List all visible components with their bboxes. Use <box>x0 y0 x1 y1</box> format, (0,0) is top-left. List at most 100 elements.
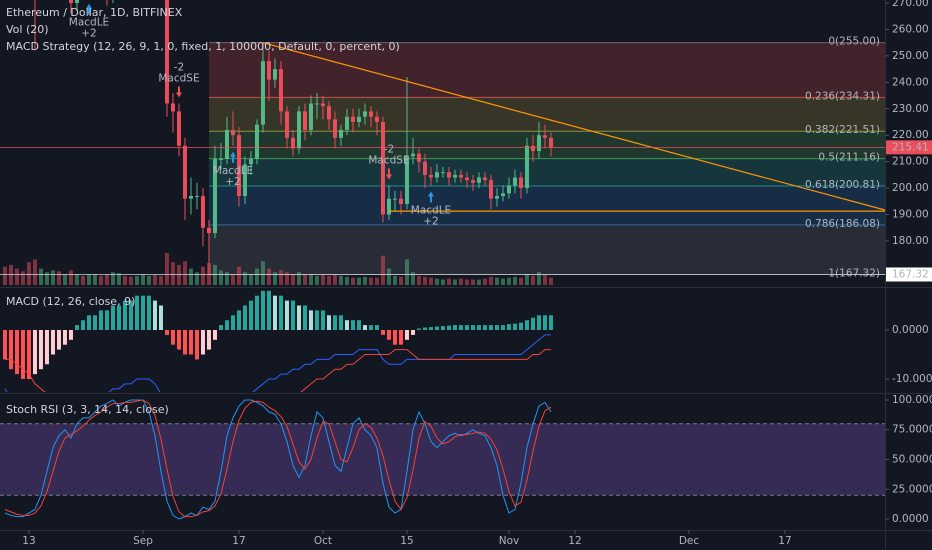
candle-body <box>302 111 307 130</box>
volume-bar <box>158 275 163 285</box>
macd-histogram-bar <box>152 300 157 330</box>
stoch-title: Stoch RSI (3, 3, 14, 14, close) <box>6 403 169 416</box>
macd-histogram-bar <box>218 325 223 330</box>
volume-bar <box>200 266 205 285</box>
macd-histogram-bar <box>248 300 253 330</box>
macd-histogram-bar <box>500 325 505 330</box>
volume-bar <box>392 275 397 285</box>
candle-body <box>386 198 391 215</box>
candle-body <box>530 145 535 152</box>
indicator-label: Vol (20) <box>6 23 49 36</box>
y-tick-label: 0.0000 <box>892 513 929 525</box>
volume-bar <box>338 275 343 285</box>
signal-qty: -2 <box>384 143 394 155</box>
macd-histogram-bar <box>344 320 349 330</box>
volume-bar <box>368 277 373 285</box>
candle-body <box>182 145 187 199</box>
volume-bar <box>80 275 85 285</box>
volume-bar <box>512 276 517 285</box>
candle-body <box>476 177 481 183</box>
macd-histogram-bar <box>92 315 97 330</box>
volume-bar <box>308 274 313 285</box>
volume-bar <box>536 272 541 285</box>
candle-body <box>338 129 343 138</box>
volume-bar <box>188 268 193 285</box>
signal-label: MacdLE <box>213 165 253 177</box>
candle-body <box>212 159 217 234</box>
candle-body <box>548 137 553 148</box>
fib-band <box>208 158 885 186</box>
macd-histogram-bar <box>446 325 451 330</box>
candle-body <box>290 137 295 149</box>
macd-histogram-bar <box>428 327 433 330</box>
volume-bar <box>122 275 127 285</box>
macd-histogram-bar <box>536 315 541 330</box>
volume-bar <box>38 268 43 285</box>
volume-bar <box>452 279 457 285</box>
y-tick-label: 260.00 <box>892 23 929 35</box>
candle-body <box>494 196 499 199</box>
trendline <box>262 42 885 211</box>
volume-bar <box>320 274 325 285</box>
macd-histogram-bar <box>440 326 445 330</box>
macd-histogram-bar <box>464 325 469 330</box>
y-tick-label: 180.00 <box>892 235 929 247</box>
volume-bar <box>518 277 523 285</box>
indicator-line <box>4 334 551 392</box>
fib-label: 1(167.32) <box>828 268 880 280</box>
macd-histogram-bar <box>434 326 439 330</box>
macd-histogram-bar <box>2 329 7 360</box>
signal-arrow <box>175 86 182 98</box>
macd-histogram-bar <box>200 329 205 355</box>
volume-bar <box>254 268 259 285</box>
volume-bar <box>14 268 19 285</box>
macd-histogram-bar <box>38 329 43 370</box>
macd-histogram-bar <box>128 300 133 330</box>
candle-body <box>440 172 445 174</box>
candle-body <box>260 61 265 125</box>
volume-bar <box>242 272 247 285</box>
macd-histogram-bar <box>86 315 91 330</box>
fib-label: 0.382(221.51) <box>805 124 880 136</box>
macd-histogram-bar <box>68 329 73 340</box>
stoch-pane <box>0 399 885 520</box>
macd-histogram-bar <box>8 329 13 370</box>
y-tick-label: 75.0000 <box>892 424 932 436</box>
signal-label: MacdSE <box>368 154 409 166</box>
candle-body <box>380 121 385 215</box>
candle-body <box>470 180 475 183</box>
signal-label: MacdSE <box>158 72 199 84</box>
candle-body <box>314 103 319 105</box>
macd-histogram-bar <box>314 310 319 330</box>
volume-bar <box>356 277 361 285</box>
fib-label: 0.236(234.31) <box>805 90 880 102</box>
volume-bar <box>404 259 409 285</box>
volume-bar <box>428 277 433 285</box>
candle-body <box>224 129 229 160</box>
macd-histogram-bar <box>374 325 379 330</box>
macd-histogram-bar <box>326 315 331 330</box>
macd-histogram-bar <box>62 329 67 345</box>
candle-body <box>392 198 397 200</box>
y-tick-label: 50.0000 <box>892 454 932 466</box>
macd-histogram-bar <box>386 329 391 340</box>
indicator-line <box>4 399 552 518</box>
volume-bar <box>128 276 133 285</box>
y-tick-label: 220.00 <box>892 129 929 141</box>
volume-bar <box>506 277 511 285</box>
macd-histogram-bar <box>272 295 277 330</box>
macd-histogram-bar <box>542 315 547 330</box>
candle-body <box>374 116 379 122</box>
candle-body <box>248 159 253 165</box>
candle-body <box>452 174 457 178</box>
macd-histogram-bar <box>206 329 211 350</box>
candle-body <box>176 111 181 146</box>
y-tick-label: 190.00 <box>892 209 929 221</box>
macd-histogram-bar <box>266 290 271 330</box>
x-tick-label: 13 <box>22 535 35 547</box>
volume-bar <box>98 275 103 285</box>
fib-label: 0.786(186.08) <box>805 218 880 230</box>
signal-arrow <box>427 191 434 203</box>
volume-bar <box>350 277 355 285</box>
macd-histogram-bar <box>176 329 181 350</box>
